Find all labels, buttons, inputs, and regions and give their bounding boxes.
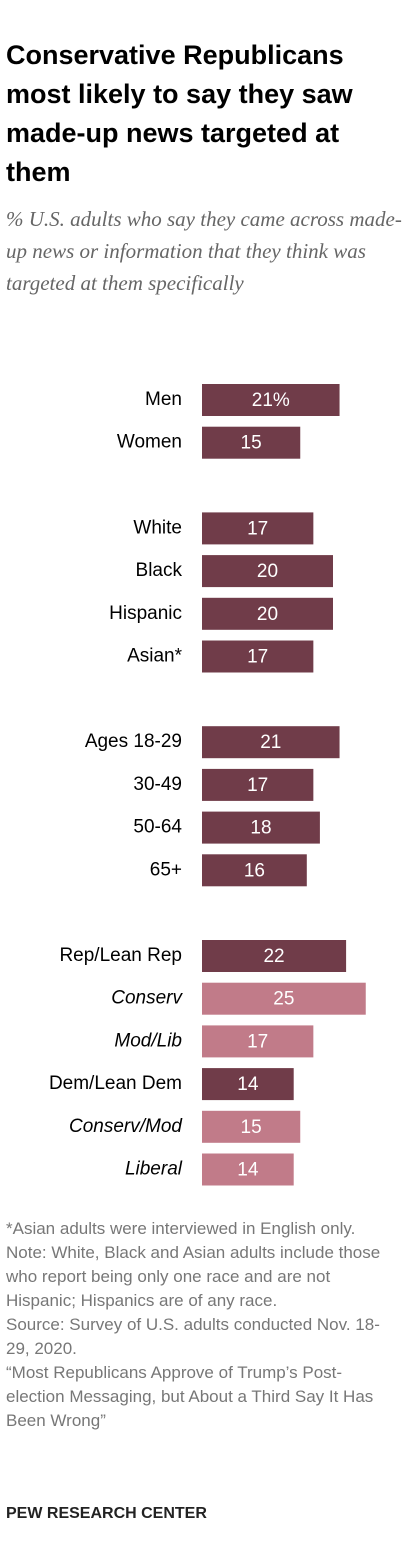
value-label: 18 xyxy=(250,818,271,839)
chart: Men 21% Women 15 White 17 Black 20 Hispanic 20 Asi… xyxy=(49,384,366,1186)
value-label: 16 xyxy=(244,860,265,881)
category-label: Mod/Lib xyxy=(114,1030,182,1051)
bar xyxy=(202,940,347,972)
note: Note: White, Black and Asian adults incl… xyxy=(6,1243,381,1310)
category-label: Women xyxy=(117,432,182,453)
bar xyxy=(202,555,333,588)
category-label: 65+ xyxy=(150,859,182,880)
category-label: Conserv/Mod xyxy=(69,1116,183,1137)
notes: *Asian adults were interviewed in Englis… xyxy=(6,1217,398,1433)
value-label: 14 xyxy=(237,1074,259,1095)
bar xyxy=(202,726,340,759)
category-label: 50-64 xyxy=(133,817,182,838)
source: PEW RESEARCH CENTER xyxy=(6,1505,207,1522)
bar xyxy=(202,384,340,416)
category-label: Conserv xyxy=(111,988,183,1009)
value-label: 20 xyxy=(257,604,278,625)
category-label: Dem/Lean Dem xyxy=(49,1073,182,1094)
note: Source: Survey of U.S. adults conducted … xyxy=(6,1315,380,1358)
value-label: 17 xyxy=(247,518,268,539)
value-label: 21 xyxy=(260,732,281,753)
value-label: 17 xyxy=(247,775,268,796)
value-label: 21% xyxy=(252,390,290,411)
value-label: 15 xyxy=(241,433,262,454)
bar xyxy=(202,512,314,545)
category-label: Black xyxy=(136,560,183,581)
category-label: Asian* xyxy=(127,646,183,667)
value-label: 20 xyxy=(257,561,278,582)
category-label: White xyxy=(133,517,182,538)
note: *Asian adults were interviewed in Englis… xyxy=(6,1219,356,1238)
value-label: 17 xyxy=(247,647,268,668)
bar xyxy=(202,1153,294,1186)
value-label: 17 xyxy=(247,1031,268,1052)
category-label: Rep/Lean Rep xyxy=(59,945,182,966)
bar xyxy=(202,768,314,801)
bar xyxy=(202,1110,301,1143)
bar xyxy=(202,811,320,844)
category-label: 30-49 xyxy=(133,774,182,795)
bar xyxy=(202,854,307,887)
bar xyxy=(202,1025,314,1058)
value-label: 22 xyxy=(263,946,284,967)
category-label: Liberal xyxy=(125,1159,183,1180)
category-label: Hispanic xyxy=(109,603,182,624)
value-label: 14 xyxy=(237,1160,259,1181)
chart-title: Conservative Republicans most likely to … xyxy=(6,40,353,187)
value-label: 15 xyxy=(241,1117,262,1138)
value-label: 25 xyxy=(273,989,294,1010)
bar xyxy=(202,426,301,459)
bar xyxy=(202,1068,294,1101)
bar xyxy=(202,982,366,1015)
category-label: Ages 18-29 xyxy=(85,731,182,752)
chart-subtitle: % U.S. adults who say they came across m… xyxy=(6,207,402,295)
bar xyxy=(202,640,314,673)
category-label: Men xyxy=(145,389,182,410)
bar xyxy=(202,597,333,630)
note: “Most Republicans Approve of Trump’s Pos… xyxy=(6,1363,374,1430)
